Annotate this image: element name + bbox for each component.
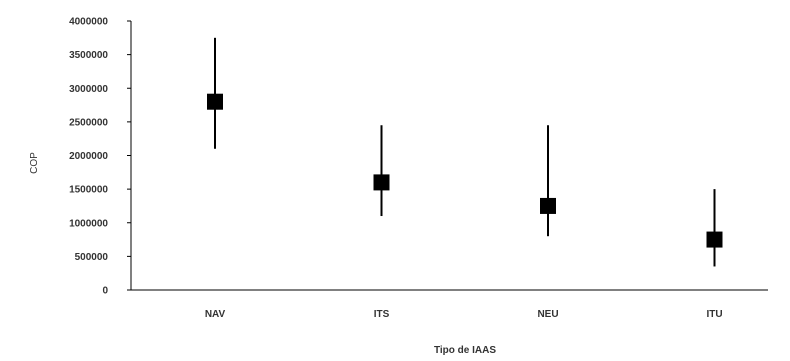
- y-tick-label: 1000000: [69, 218, 108, 229]
- y-tick-label: 3000000: [69, 84, 108, 95]
- data-marks: [207, 37, 723, 267]
- y-tick-label: 1500000: [69, 185, 108, 196]
- data-point-marker: [706, 231, 723, 248]
- x-tick-label: ITS: [374, 309, 390, 320]
- y-axis-ticks: 0 500000 1000000 1500000 2000000 2500000 30000…: [69, 17, 131, 297]
- y-tick-label: 500000: [75, 252, 109, 263]
- y-tick-label: 2000000: [69, 151, 108, 162]
- x-tick-label: ITU: [706, 309, 722, 320]
- x-axis-ticks: NAV ITS NEU ITU: [205, 309, 723, 320]
- y-axis-title: COP: [29, 152, 40, 174]
- data-point-marker: [540, 197, 556, 214]
- data-point-marker: [207, 93, 223, 110]
- x-axis-title: Tipo de IAAS: [434, 345, 496, 356]
- x-tick-label: NEU: [537, 309, 558, 320]
- y-tick-label: 4000000: [69, 17, 108, 28]
- y-tick-label: 2500000: [69, 117, 108, 128]
- data-point-marker: [373, 174, 390, 191]
- axes: [130, 21, 768, 291]
- y-tick-label: 3500000: [69, 50, 108, 61]
- y-tick-label: 0: [102, 286, 108, 297]
- x-tick-label: NAV: [205, 309, 226, 320]
